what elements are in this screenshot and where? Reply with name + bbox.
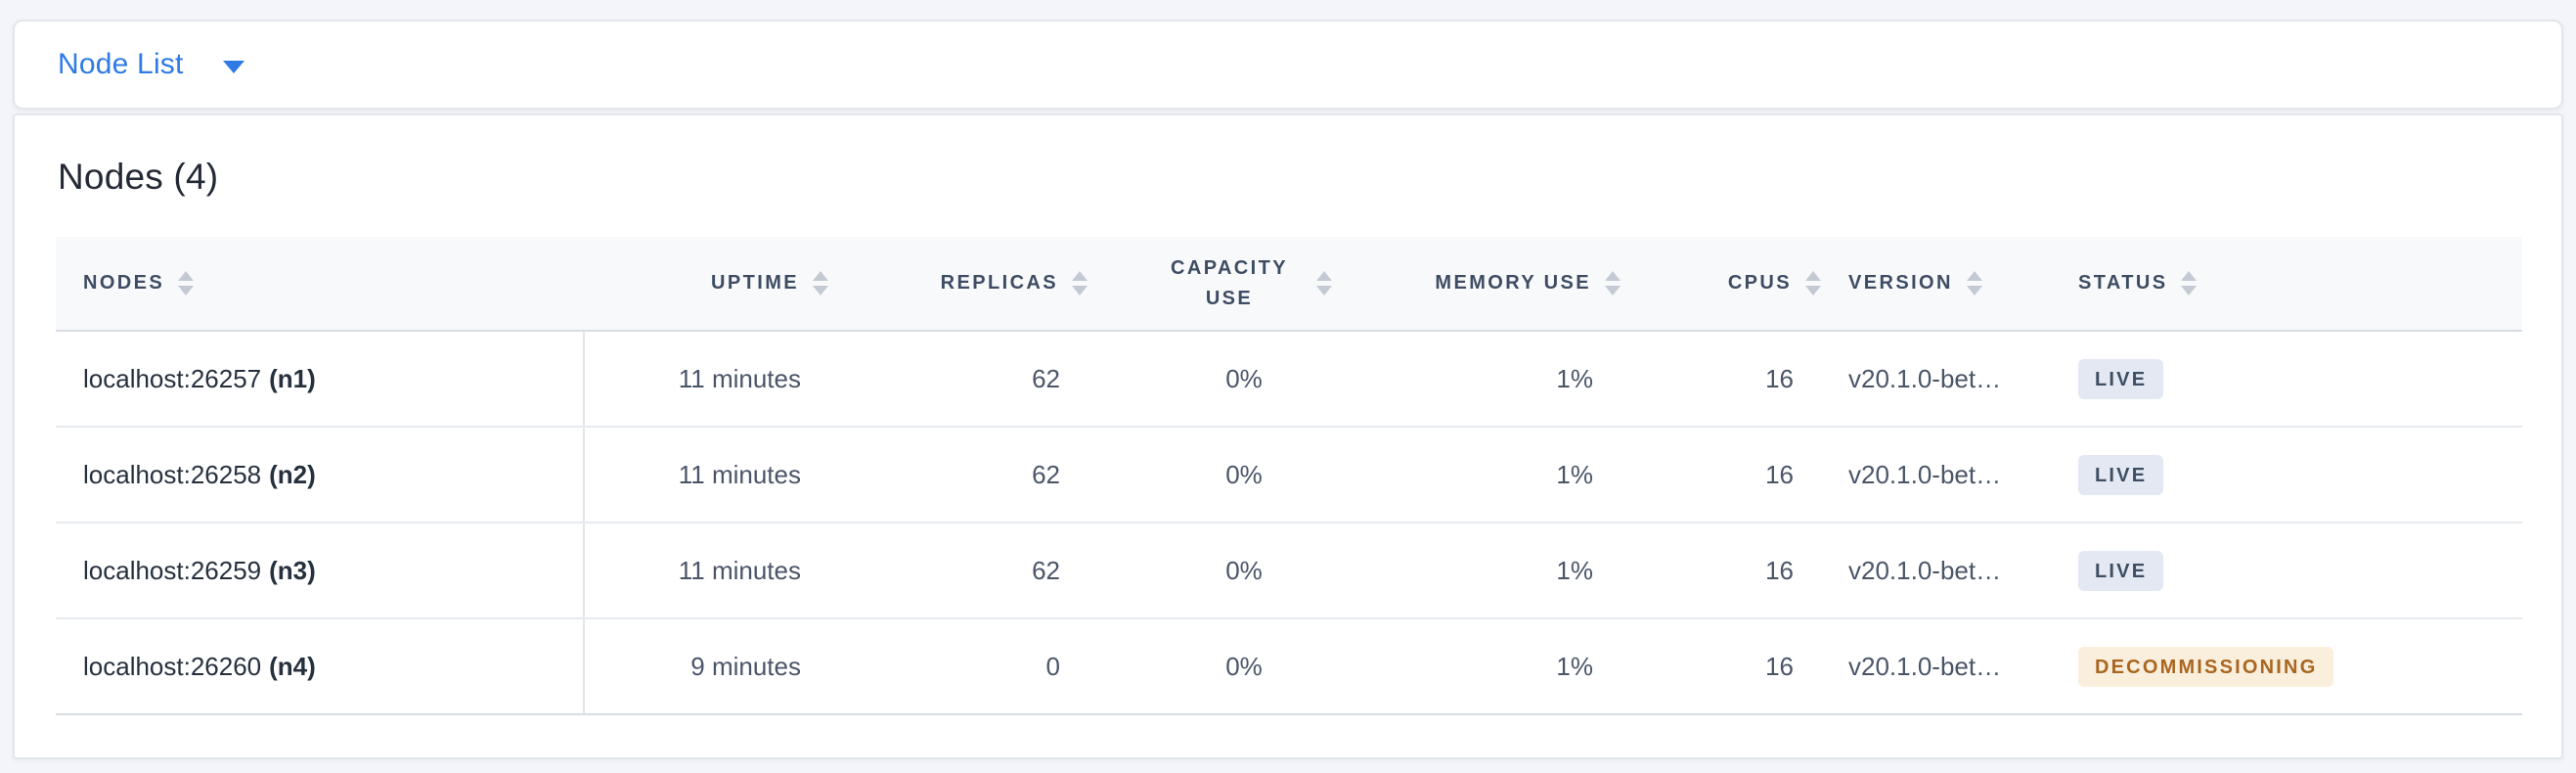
memory-use-cell: 1% — [1400, 427, 1621, 523]
replicas-cell: 62 — [828, 331, 1088, 428]
uptime-cell: 9 minutes — [584, 618, 828, 715]
memory-use-cell: 1% — [1400, 618, 1621, 715]
capacity-use-cell: 0% — [1088, 523, 1400, 619]
version-cell: v20.1.0-bet… — [1821, 427, 2051, 523]
version-cell: v20.1.0-bet… — [1821, 331, 2051, 428]
nodes-panel: Nodes (4) NODES UPTIME — [13, 114, 2563, 759]
node-name-cell: localhost:26258 (n2) — [56, 427, 585, 523]
node-name-cell: localhost:26259 (n3) — [56, 523, 585, 619]
table-row: localhost:26258 (n2) 11 minutes 62 0% 1% … — [56, 427, 2522, 523]
capacity-use-cell: 0% — [1088, 331, 1400, 428]
table-row: localhost:26259 (n3) 11 minutes 62 0% 1% … — [56, 523, 2522, 619]
sort-arrows-icon — [1072, 271, 1088, 296]
page-title: Nodes (4) — [58, 157, 219, 197]
version-cell: v20.1.0-bet… — [1821, 618, 2051, 715]
node-name-cell: localhost:26260 (n4) — [56, 618, 585, 715]
node-link[interactable]: localhost:26260 — [83, 651, 262, 681]
column-header-memory-use[interactable]: MEMORY USE — [1400, 237, 1621, 332]
version-cell: v20.1.0-bet… — [1821, 523, 2051, 619]
sort-arrows-icon — [1316, 271, 1332, 296]
uptime-cell: 11 minutes — [584, 331, 828, 428]
status-badge: LIVE — [2078, 550, 2164, 591]
replicas-cell: 62 — [828, 523, 1088, 619]
column-header-status[interactable]: STATUS — [2051, 237, 2522, 332]
column-header-capacity-use[interactable]: CAPACITY USE — [1088, 237, 1400, 332]
node-link[interactable]: localhost:26259 — [83, 555, 262, 585]
table-header-row: NODES UPTIME REPLICAS — [56, 237, 2522, 332]
cpus-cell: 16 — [1621, 618, 1821, 715]
uptime-cell: 11 minutes — [584, 523, 828, 619]
node-id: (n1) — [269, 363, 316, 393]
sort-arrows-icon — [813, 271, 828, 296]
node-name-cell: localhost:26257 (n1) — [56, 331, 585, 428]
sort-arrows-icon — [178, 271, 195, 296]
status-cell: DECOMMISSIONING — [2051, 618, 2522, 715]
column-header-replicas[interactable]: REPLICAS — [828, 237, 1088, 332]
node-link[interactable]: localhost:26257 — [83, 363, 262, 393]
nodes-table: NODES UPTIME REPLICAS — [56, 237, 2522, 715]
sort-arrows-icon — [1805, 271, 1821, 296]
column-header-uptime[interactable]: UPTIME — [584, 237, 828, 332]
column-header-nodes[interactable]: NODES — [56, 237, 584, 332]
sort-arrows-icon — [1605, 271, 1621, 296]
table-row: localhost:26257 (n1) 11 minutes 62 0% 1% … — [56, 331, 2522, 428]
status-cell: LIVE — [2051, 523, 2522, 619]
status-badge: LIVE — [2078, 454, 2164, 495]
cpus-cell: 16 — [1621, 331, 1821, 428]
status-cell: LIVE — [2051, 427, 2522, 523]
node-link[interactable]: localhost:26258 — [83, 459, 262, 489]
node-list-dropdown[interactable]: Node List — [58, 48, 244, 81]
status-badge: DECOMMISSIONING — [2078, 646, 2334, 687]
caret-down-icon — [222, 60, 244, 73]
node-list-dropdown-label: Node List — [58, 48, 184, 80]
sort-arrows-icon — [1966, 271, 1982, 296]
cpus-cell: 16 — [1621, 427, 1821, 523]
replicas-cell: 0 — [828, 618, 1088, 715]
memory-use-cell: 1% — [1400, 331, 1621, 428]
node-id: (n2) — [269, 459, 316, 489]
view-selector-card: Node List — [13, 20, 2563, 110]
capacity-use-cell: 0% — [1088, 427, 1400, 523]
status-cell: LIVE — [2051, 331, 2522, 428]
memory-use-cell: 1% — [1400, 523, 1621, 619]
status-badge: LIVE — [2078, 358, 2164, 399]
cpus-cell: 16 — [1621, 523, 1821, 619]
sort-arrows-icon — [2181, 271, 2198, 296]
node-id: (n3) — [269, 555, 316, 585]
capacity-use-cell: 0% — [1088, 618, 1400, 715]
column-header-version[interactable]: VERSION — [1821, 237, 2051, 332]
table-row: localhost:26260 (n4) 9 minutes 0 0% 1% 16… — [56, 618, 2522, 715]
column-header-cpus[interactable]: CPUS — [1621, 237, 1821, 332]
uptime-cell: 11 minutes — [584, 427, 828, 523]
node-id: (n4) — [269, 651, 316, 681]
replicas-cell: 62 — [828, 427, 1088, 523]
